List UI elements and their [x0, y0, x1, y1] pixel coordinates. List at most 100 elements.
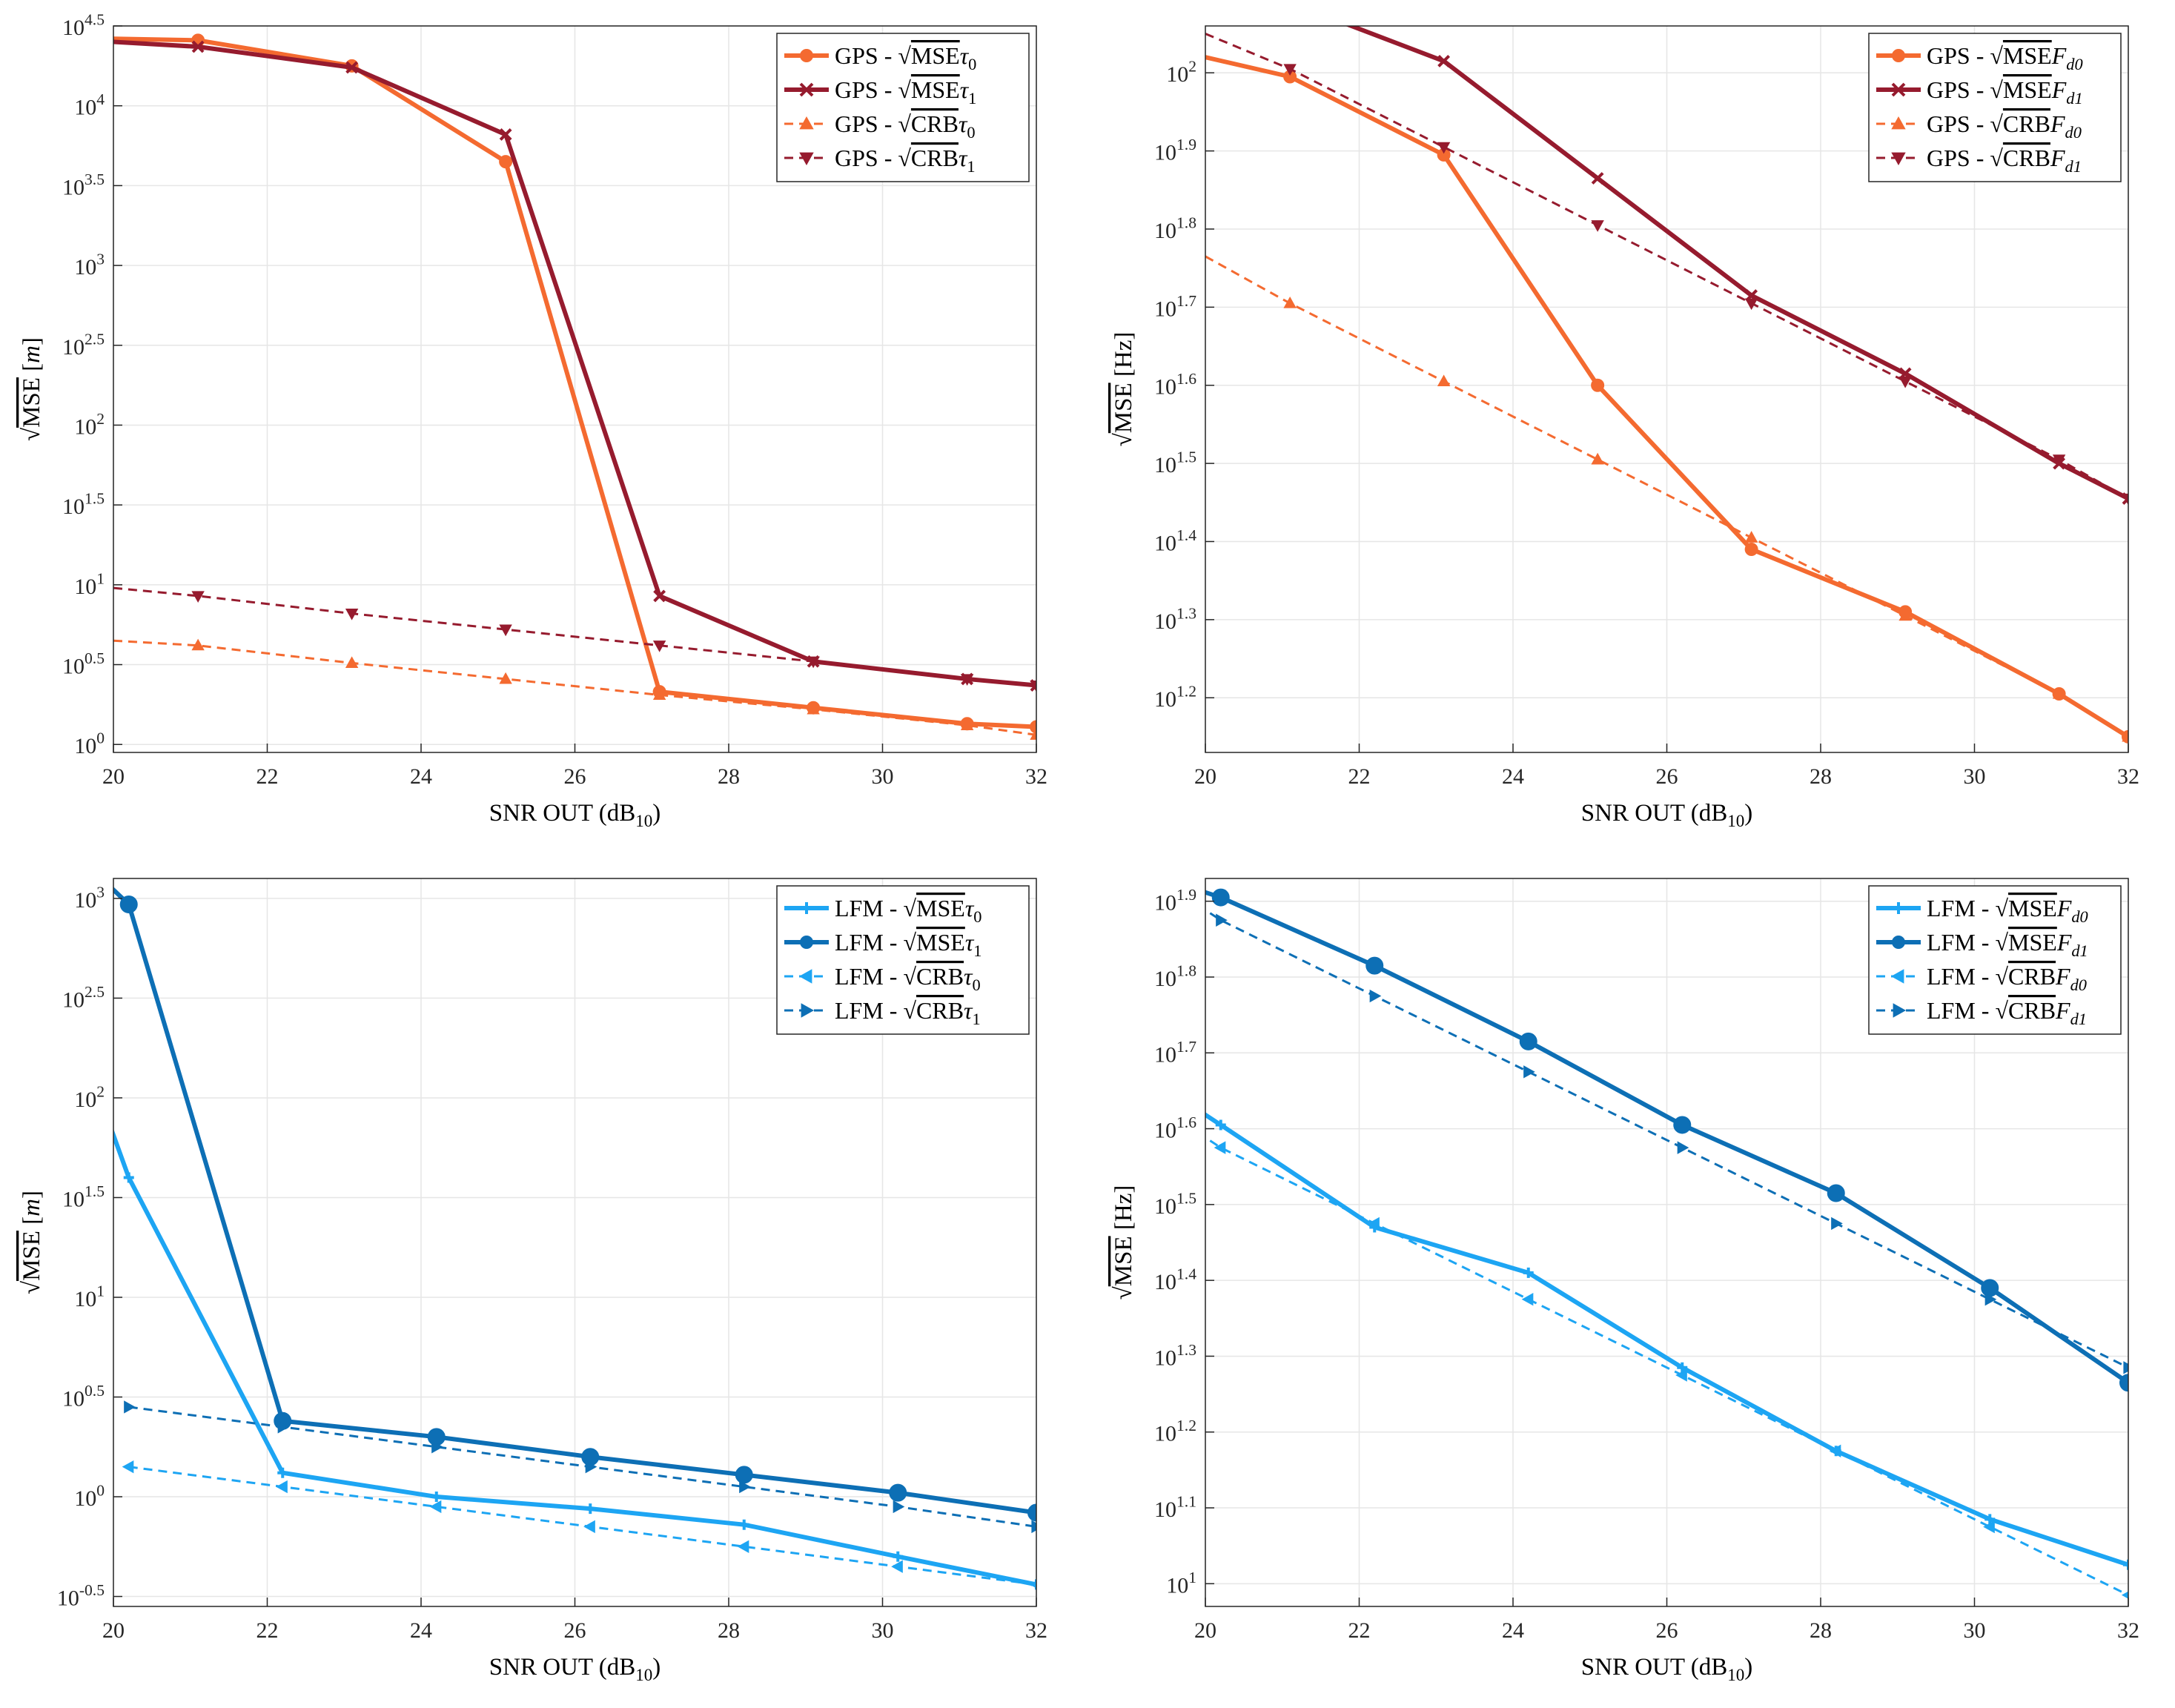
data-point-2-2 — [429, 1500, 442, 1514]
legend-marker-3 — [801, 1003, 815, 1018]
data-point-2-3 — [583, 1520, 595, 1534]
data-point-2-5 — [891, 1560, 903, 1573]
y-tick-label-0: 101.2 — [1154, 683, 1196, 712]
y-tick-label-0: 101 — [1166, 1569, 1196, 1598]
y-tick-label-5: 101.5 — [1154, 1189, 1196, 1219]
legend-label-3: LFM - √CRBFd1 — [1927, 997, 2087, 1028]
data-point-3-5 — [807, 656, 820, 669]
data-point-2-6 — [2052, 686, 2066, 699]
x-axis-label: SNR OUT (dB10) — [489, 800, 661, 830]
x-tick-label-5: 30 — [872, 1618, 894, 1643]
x-tick-label-0: 20 — [1194, 764, 1216, 789]
x-axis-label: SNR OUT (dB10) — [1581, 800, 1752, 830]
y-axis-label: √MSE [m] — [19, 1191, 45, 1294]
data-point-0-3 — [499, 155, 513, 169]
x-tick-label-0: 20 — [102, 764, 125, 789]
y-tick-label-0: 10-0.5 — [57, 1581, 105, 1611]
data-point-1-3 — [427, 1428, 446, 1446]
data-point-0-2 — [277, 1467, 288, 1478]
data-point-2-5 — [1898, 609, 1912, 621]
x-tick-label-0: 20 — [1194, 1618, 1216, 1643]
data-point-0-1 — [1215, 1119, 1226, 1131]
data-point-0-4 — [585, 1503, 596, 1515]
legend-marker-0 — [801, 902, 812, 914]
y-tick-label-4: 101.5 — [62, 1182, 105, 1212]
x-tick-label-6: 32 — [1025, 1618, 1047, 1643]
data-point-0-3-stroke — [1523, 1267, 1534, 1278]
chart-panel-gps_delay: 20 22 24 26 28 30 32 100 100.5 101 101.5 102 102.5 10… — [19, 11, 1047, 831]
series-line-1 — [1345, 26, 2128, 501]
legend-marker-1-stroke — [799, 82, 814, 97]
legend-label-3: GPS - √CRBτ1 — [835, 145, 976, 176]
legend-label-3: GPS - √CRBFd1 — [1927, 145, 2082, 176]
data-point-2-4 — [1744, 531, 1758, 543]
data-point-2-1 — [276, 1480, 288, 1494]
data-point-1-1-stroke — [191, 40, 205, 53]
y-tick-label-5: 102.5 — [62, 330, 105, 360]
x-tick-label-2: 24 — [1502, 1618, 1524, 1643]
data-point-3-0 — [124, 1400, 136, 1414]
y-axis-label: √MSE [Hz] — [1110, 332, 1137, 447]
data-point-3-6 — [1984, 1293, 1997, 1306]
y-axis-label: √MSE [m] — [19, 337, 45, 441]
series-group — [1205, 0, 2128, 744]
y-tick-label-3: 101.5 — [62, 490, 105, 520]
data-point-2-4 — [1675, 1368, 1687, 1382]
y-tick-label-3: 101.5 — [1154, 448, 1196, 478]
data-point-1-2-stroke — [345, 61, 359, 74]
data-point-0-3 — [1523, 1267, 1534, 1278]
legend-marker-3 — [799, 152, 814, 166]
data-point-1-1-stroke — [1285, 0, 1295, 7]
data-point-1-2 — [1365, 956, 1384, 975]
series-line-0 — [1205, 55, 2128, 739]
y-tick-label-9: 104.5 — [62, 11, 105, 41]
x-tick-label-1: 22 — [256, 1618, 279, 1643]
x-tick-label-0: 20 — [102, 1618, 125, 1643]
x-tick-label-4: 28 — [1810, 1618, 1832, 1643]
x-tick-label-4: 28 — [1810, 764, 1832, 789]
chart-panel-gps_doppler: 20 22 24 26 28 30 32 101.2 101.3 101.4 101.5 101.6 1… — [1110, 0, 2139, 830]
data-point-2-6 — [960, 718, 974, 730]
data-point-1-3 — [499, 128, 512, 141]
data-point-3-1 — [191, 591, 205, 603]
y-tick-label-6: 101.6 — [1154, 1113, 1196, 1143]
legend-marker-0 — [800, 49, 813, 62]
data-point-1-6 — [1981, 1279, 1999, 1297]
data-point-1-1 — [1211, 888, 1230, 907]
y-tick-label-1: 101.3 — [1154, 604, 1196, 634]
legend-label-0: LFM - √MSEτ0 — [835, 895, 981, 926]
legend-label-2: GPS - √CRBτ0 — [835, 110, 976, 142]
x-tick-label-5: 30 — [872, 764, 894, 789]
y-tick-label-7: 101.9 — [1154, 136, 1196, 165]
data-point-3-1 — [277, 1420, 290, 1434]
legend-marker-0-stroke — [801, 902, 812, 914]
data-point-2-1 — [1283, 297, 1297, 308]
y-tick-label-2: 101.2 — [1154, 1417, 1196, 1446]
y-tick-label-5: 101.7 — [1154, 292, 1196, 322]
series-line-0 — [113, 1128, 1036, 1587]
data-point-1-3 — [1591, 172, 1604, 185]
legend-marker-2 — [799, 116, 814, 130]
data-point-0-6-stroke — [1984, 1514, 1996, 1525]
y-tick-label-4: 101.4 — [1154, 1265, 1196, 1295]
legend-label-1: LFM - √MSEτ1 — [835, 929, 981, 960]
data-point-0-1-stroke — [123, 1172, 134, 1183]
series-line-2 — [1205, 255, 2128, 738]
chart-panel-lfm_doppler: 20 22 24 26 28 30 32 101 101.1 101.2 101.3 101.4 101… — [1110, 878, 2139, 1684]
data-point-1-2 — [345, 61, 359, 74]
data-point-1-7 — [2119, 1374, 2128, 1392]
data-point-3-3 — [1591, 220, 1604, 232]
y-tick-label-1: 100 — [74, 1482, 105, 1512]
data-point-2-4 — [652, 688, 666, 701]
x-tick-label-6: 32 — [1025, 764, 1047, 789]
series-line-3 — [1205, 33, 2128, 500]
series-line-1 — [1205, 890, 2128, 1385]
data-point-2-0 — [122, 1460, 134, 1474]
legend-label-1: GPS - √MSEτ1 — [835, 76, 976, 107]
legend-label-3: LFM - √CRBτ1 — [835, 997, 981, 1028]
data-point-2-3 — [1521, 1293, 1534, 1306]
series-line-1 — [113, 887, 1036, 1515]
legend-marker-2 — [1890, 969, 1904, 984]
